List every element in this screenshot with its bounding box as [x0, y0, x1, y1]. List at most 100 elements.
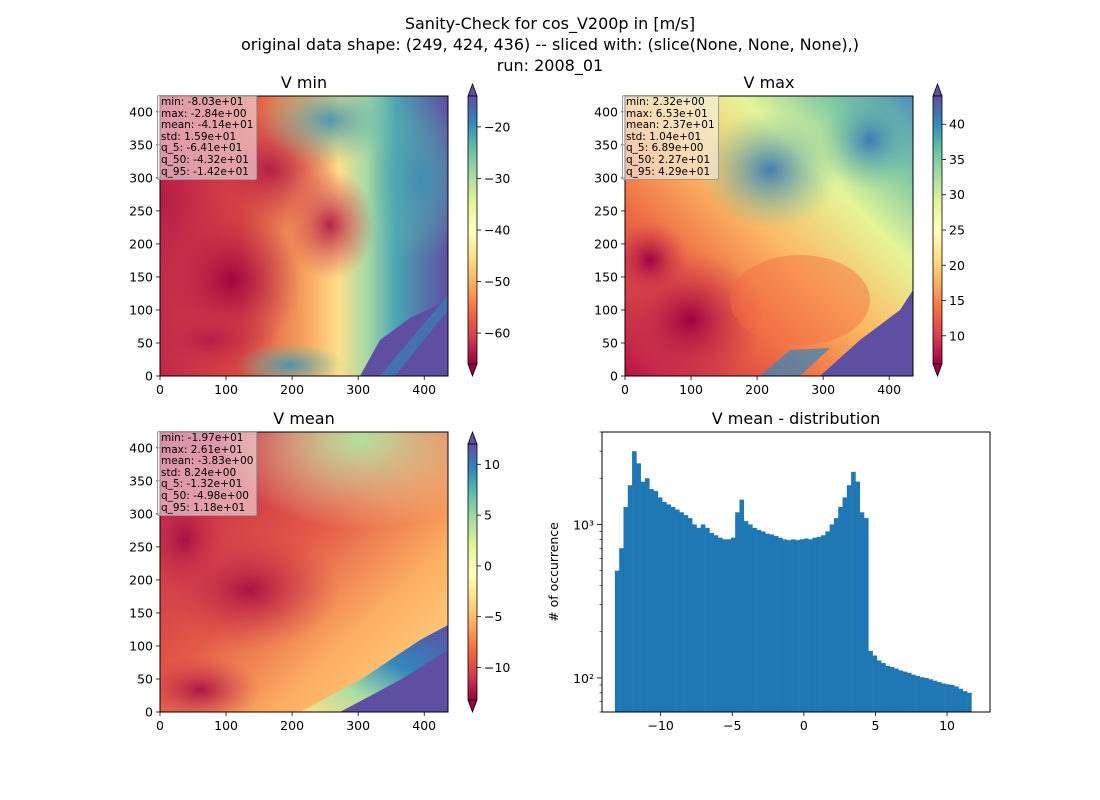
histogram-bar — [949, 684, 955, 712]
v-mean-ytick-label: 50 — [137, 671, 153, 686]
histogram-xtick-label: 0 — [800, 718, 808, 733]
stat-line: q_5: 6.89e+00 — [626, 142, 704, 155]
v-mean-colorbar-tick-label: 10 — [484, 457, 500, 472]
histogram-bar — [919, 677, 925, 712]
v-max-xtick-label: 200 — [745, 382, 769, 397]
v-min-ytick-label: 100 — [129, 302, 153, 317]
histogram-bar — [833, 518, 839, 712]
stat-line: q_5: -1.32e+01 — [161, 478, 243, 491]
v-max-colorbar-tick-label: 40 — [949, 117, 965, 132]
histogram-ytick-label: 10³ — [573, 517, 594, 532]
stat-line: min: -8.03e+01 — [161, 96, 244, 108]
histogram-bar — [872, 655, 878, 712]
histogram-bar — [962, 691, 968, 712]
v-mean-colorbar-tick-label: 0 — [484, 558, 492, 573]
v-mean-ytick-label: 200 — [129, 572, 153, 587]
histogram-bar — [786, 540, 792, 712]
stat-line: q_50: -4.98e+00 — [161, 489, 249, 502]
v-mean-ytick-label: 400 — [129, 440, 153, 455]
histogram-bar — [653, 491, 659, 712]
histogram-bar — [902, 671, 908, 712]
v-max-ytick-label: 300 — [594, 170, 618, 185]
stat-line: max: 6.53e+01 — [626, 107, 708, 120]
histogram-bar — [773, 536, 779, 712]
histogram-bar — [842, 497, 848, 712]
v-max-colorbar-tick-label: 25 — [949, 223, 965, 238]
v-max-ytick-label: 350 — [594, 137, 618, 152]
panel-v-mean — [159, 431, 449, 713]
histogram-bar — [885, 665, 891, 712]
histogram-xtick-label: 5 — [871, 718, 879, 733]
histogram-bar — [756, 529, 762, 712]
v-max-xtick-label: 100 — [679, 382, 703, 397]
stat-line: min: 2.32e+00 — [626, 96, 705, 108]
histogram-bar — [700, 524, 706, 712]
histogram-bar — [657, 497, 663, 712]
histogram-bar — [670, 506, 676, 712]
v-mean-ytick-label: 0 — [145, 705, 153, 720]
histogram-bar — [958, 688, 964, 712]
v-min-ytick-label: 400 — [129, 104, 153, 119]
v-max-title: V max — [744, 73, 795, 92]
stat-line: mean: 2.37e+01 — [626, 119, 715, 132]
histogram-bar — [705, 527, 710, 712]
histogram-bar — [894, 668, 899, 712]
v-min-xtick-label: 300 — [346, 382, 370, 397]
histogram-bar — [868, 650, 873, 712]
histogram-bar — [803, 538, 809, 712]
v-max-colorbar-tick-label: 10 — [949, 328, 965, 343]
v-min-xtick-label: 0 — [156, 382, 164, 397]
v-mean-ytick-label: 100 — [129, 638, 153, 653]
v-mean-distribution-title: V mean - distribution — [712, 409, 881, 428]
v-max-ytick-label: 50 — [602, 335, 618, 350]
histogram-bar — [632, 451, 637, 712]
histogram-xtick-label: −5 — [723, 718, 741, 733]
histogram-bar — [662, 501, 667, 712]
histogram-bar — [825, 531, 830, 712]
stat-line: q_95: 4.29e+01 — [626, 165, 711, 178]
v-min-ytick-label: 150 — [129, 269, 153, 284]
histogram-bar — [812, 537, 818, 712]
figure-title-line3: run: 2008_01 — [496, 56, 604, 75]
v-max-ytick-label: 400 — [594, 104, 618, 119]
v-max-xtick-label: 400 — [877, 382, 901, 397]
histogram-xtick-label: −10 — [648, 718, 674, 733]
histogram-bar — [928, 679, 934, 712]
histogram-bar — [696, 527, 702, 712]
v-mean-xtick-label: 300 — [346, 718, 370, 733]
histogram-bar — [795, 540, 800, 712]
v-max-ytick-label: 100 — [594, 302, 618, 317]
histogram-bar — [623, 506, 629, 712]
panel-v-mean-distribution — [601, 431, 991, 713]
stat-line: std: 1.04e+01 — [626, 130, 702, 143]
v-min-xtick-label: 200 — [280, 382, 304, 397]
stat-line: max: -2.84e+00 — [161, 107, 247, 120]
v-mean-ytick-label: 250 — [129, 539, 153, 554]
stat-line: max: 2.61e+01 — [161, 443, 243, 456]
colorbar-v-mean — [467, 430, 478, 714]
v-max-ytick-label: 0 — [610, 369, 618, 384]
histogram-bar — [941, 683, 946, 712]
stat-line: std: 1.59e+01 — [161, 130, 237, 143]
histogram-bar — [829, 524, 835, 712]
v-min-colorbar-tick-label: −50 — [484, 274, 510, 289]
colorbar-v-min — [467, 82, 478, 378]
v-mean-stats-box: min: -1.97e+01 max: 2.61e+01 mean: -3.83e+… — [157, 431, 258, 517]
histogram-bar — [932, 680, 938, 712]
v-max-colorbar-tick-label: 20 — [949, 258, 965, 273]
histogram-bar — [846, 485, 852, 712]
colorbar-v-max — [932, 82, 943, 378]
v-mean-colorbar-tick-label: −10 — [484, 660, 510, 675]
histogram-bar — [739, 499, 745, 712]
figure-title-line1: Sanity-Check for cos_V200p in [m/s] — [404, 14, 696, 33]
v-min-ytick-label: 0 — [145, 369, 153, 384]
histogram-xtick-label: 10 — [939, 718, 955, 733]
v-mean-colorbar-tick-label: −5 — [484, 609, 502, 624]
v-max-xtick-label: 0 — [621, 382, 629, 397]
v-min-xtick-label: 100 — [214, 382, 238, 397]
histogram-bar — [683, 515, 689, 712]
histogram-bar — [713, 535, 719, 712]
histogram-bar — [855, 481, 861, 712]
figure-title-line2: original data shape: (249, 424, 436) -- … — [241, 35, 859, 54]
v-min-colorbar-tick-label: −20 — [484, 119, 510, 134]
